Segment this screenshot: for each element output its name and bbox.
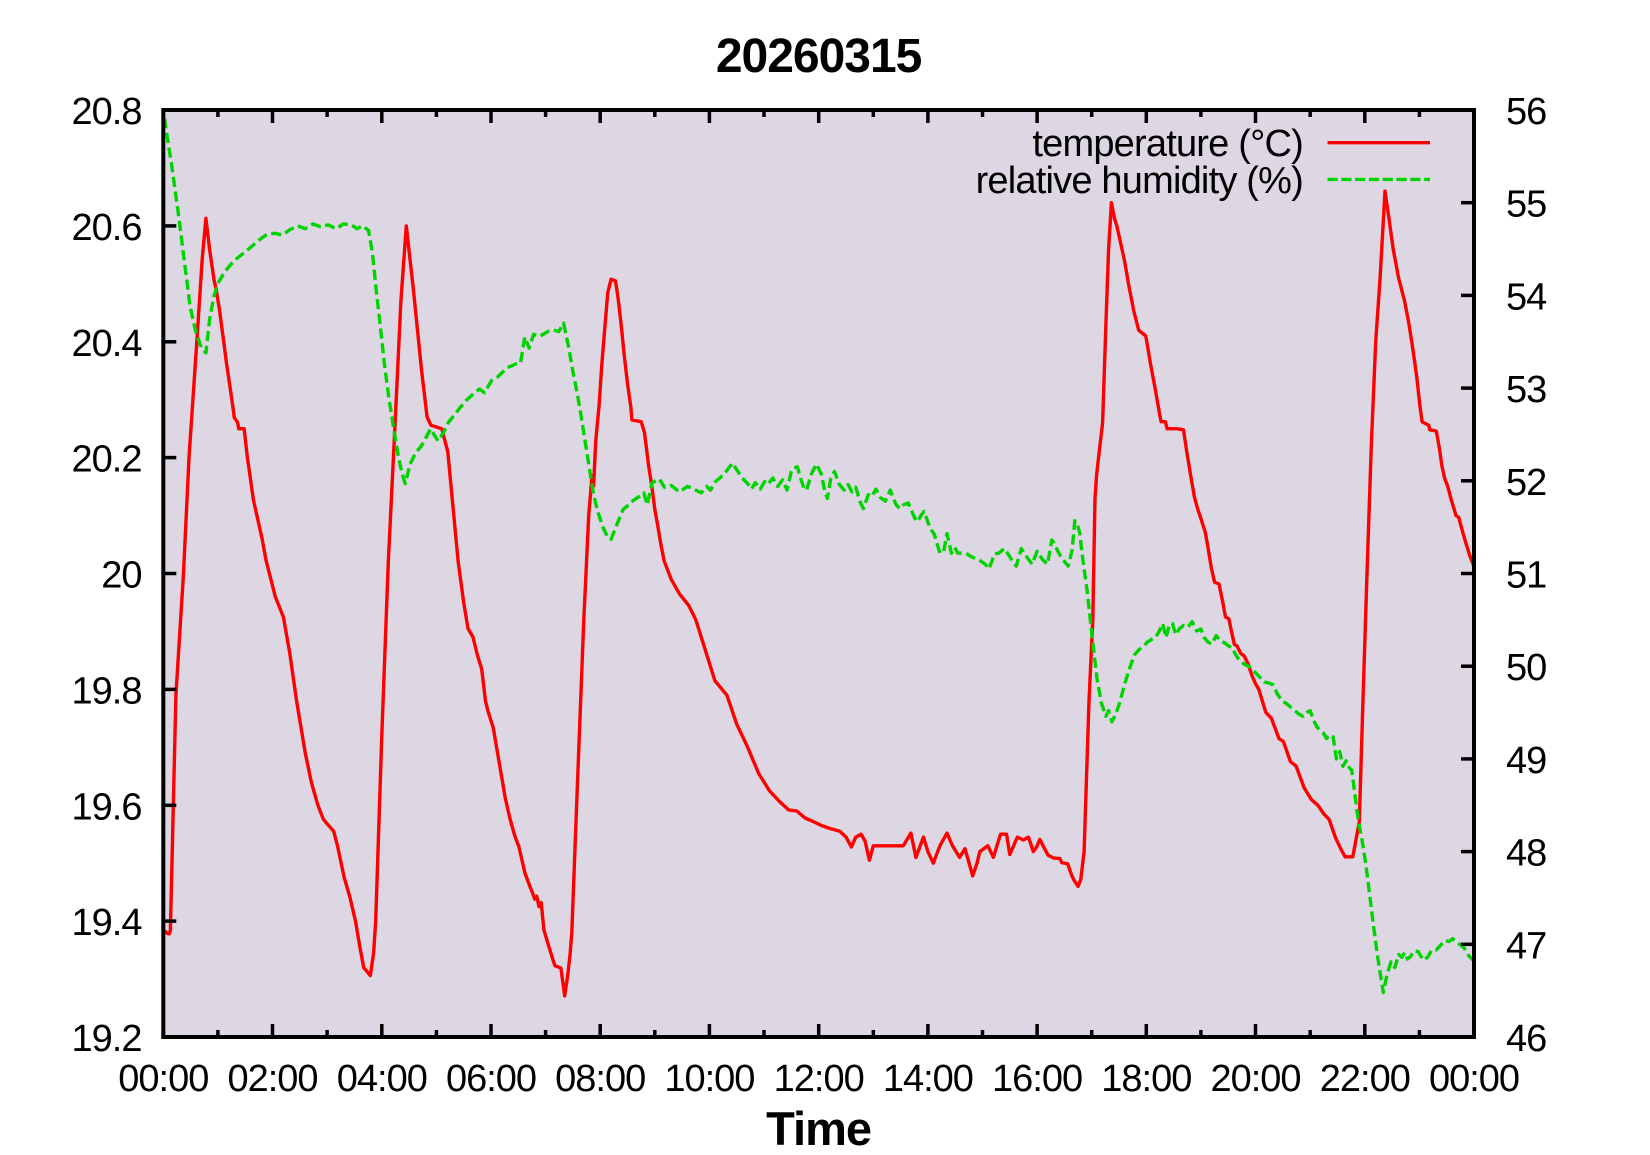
svg-text:02:00: 02:00 xyxy=(227,1058,317,1100)
svg-text:55: 55 xyxy=(1506,184,1546,226)
svg-text:46: 46 xyxy=(1506,1018,1546,1060)
svg-text:temperature (°C): temperature (°C) xyxy=(1032,123,1303,165)
svg-text:20.6: 20.6 xyxy=(72,207,142,249)
svg-text:50: 50 xyxy=(1506,647,1546,689)
svg-text:Time: Time xyxy=(766,1102,871,1155)
svg-text:14:00: 14:00 xyxy=(883,1058,973,1100)
svg-text:10:00: 10:00 xyxy=(664,1058,754,1100)
svg-text:20: 20 xyxy=(101,555,141,597)
svg-text:20.2: 20.2 xyxy=(72,439,142,481)
svg-text:20260315: 20260315 xyxy=(716,30,922,83)
svg-text:04:00: 04:00 xyxy=(337,1058,427,1100)
svg-text:19.6: 19.6 xyxy=(72,786,142,828)
svg-text:52: 52 xyxy=(1506,462,1546,504)
svg-text:06:00: 06:00 xyxy=(446,1058,536,1100)
svg-text:18:00: 18:00 xyxy=(1101,1058,1191,1100)
svg-text:20.8: 20.8 xyxy=(72,91,142,133)
svg-text:19.4: 19.4 xyxy=(72,902,143,944)
svg-text:48: 48 xyxy=(1506,833,1546,875)
svg-text:00:00: 00:00 xyxy=(118,1058,208,1100)
svg-text:12:00: 12:00 xyxy=(774,1058,864,1100)
svg-text:relative humidity (%): relative humidity (%) xyxy=(976,160,1303,202)
svg-text:19.8: 19.8 xyxy=(72,670,142,712)
svg-text:22:00: 22:00 xyxy=(1320,1058,1410,1100)
svg-text:47: 47 xyxy=(1506,925,1546,967)
svg-text:00:00: 00:00 xyxy=(1429,1058,1519,1100)
svg-text:54: 54 xyxy=(1506,276,1547,318)
svg-text:08:00: 08:00 xyxy=(555,1058,645,1100)
svg-text:19.2: 19.2 xyxy=(72,1018,142,1060)
svg-text:20:00: 20:00 xyxy=(1210,1058,1300,1100)
svg-text:20.4: 20.4 xyxy=(72,323,143,365)
svg-text:49: 49 xyxy=(1506,740,1546,782)
svg-text:16:00: 16:00 xyxy=(992,1058,1082,1100)
svg-text:53: 53 xyxy=(1506,369,1546,411)
svg-text:56: 56 xyxy=(1506,91,1546,133)
svg-text:51: 51 xyxy=(1506,555,1546,597)
